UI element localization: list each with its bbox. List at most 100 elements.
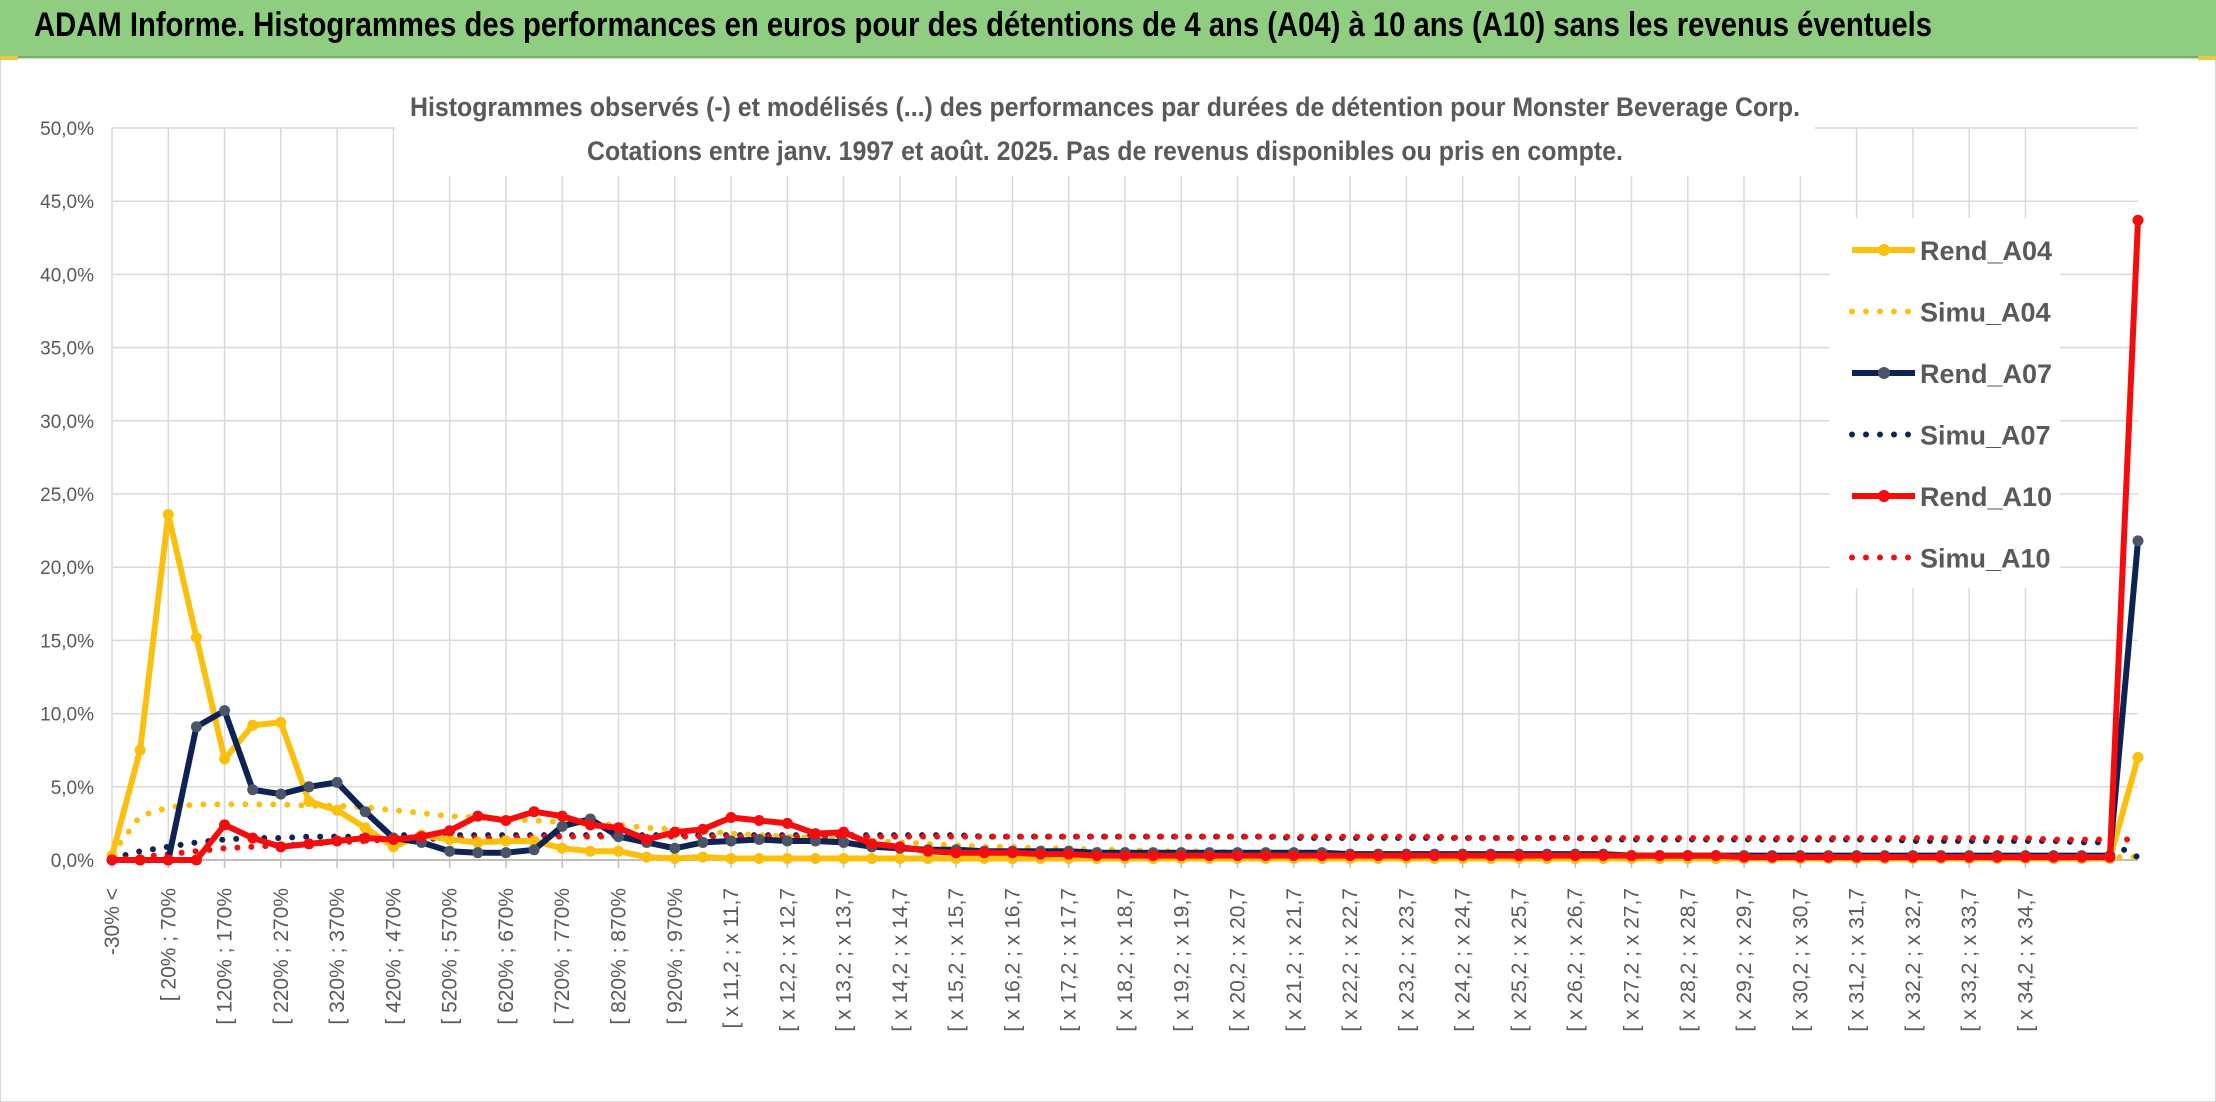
data-point-rend-a10 xyxy=(866,838,878,850)
data-point-rend-a10 xyxy=(641,834,653,846)
data-point-rend-a10 xyxy=(1626,850,1637,862)
data-point-rend-a10 xyxy=(1344,850,1356,862)
x-tick-label: [ x 20,2 ; x 20,7 xyxy=(1227,888,1250,1032)
data-point-rend-a10 xyxy=(1035,848,1047,860)
data-point-rend-a10 xyxy=(1485,850,1497,862)
x-tick-label: -30% < xyxy=(101,888,124,955)
legend-marker-rend-a10 xyxy=(1878,490,1890,502)
x-tick-label: [ 220% ; 270% xyxy=(270,888,293,1025)
data-point-rend-a04 xyxy=(444,834,456,846)
data-point-rend-a10 xyxy=(1457,850,1469,862)
x-tick-label: [ x 27,2 ; x 27,7 xyxy=(1621,888,1644,1032)
data-point-rend-a07 xyxy=(838,836,850,848)
data-point-rend-a04 xyxy=(641,851,653,863)
chart-subtitle: Cotations entre janv. 1997 et août. 2025… xyxy=(587,136,1623,166)
data-point-rend-a07 xyxy=(725,835,737,847)
data-point-rend-a04 xyxy=(303,795,315,807)
data-point-rend-a10 xyxy=(162,854,174,866)
y-tick-label: 35,0% xyxy=(40,339,94,360)
chart-title: Histogrammes observés (-) et modélisés (… xyxy=(410,92,1800,122)
x-tick-label: [ x 18,2 ; x 18,7 xyxy=(1114,888,1137,1032)
data-point-rend-a10 xyxy=(1316,850,1328,862)
data-point-rend-a10 xyxy=(838,826,850,838)
x-tick-label: [ x 22,2 ; x 22,7 xyxy=(1339,888,1362,1032)
data-point-rend-a10 xyxy=(1260,850,1272,862)
data-point-rend-a10 xyxy=(613,822,624,834)
data-point-rend-a07 xyxy=(669,842,681,854)
data-point-rend-a07 xyxy=(444,845,456,857)
data-point-rend-a10 xyxy=(1822,851,1834,863)
data-point-rend-a10 xyxy=(1063,848,1075,860)
data-point-rend-a04 xyxy=(134,744,146,756)
data-point-rend-a10 xyxy=(2076,851,2088,863)
x-tick-label: [ 320% ; 370% xyxy=(326,888,349,1025)
x-tick-label: [ x 19,2 ; x 19,7 xyxy=(1170,888,1193,1032)
data-point-rend-a10 xyxy=(275,841,287,853)
data-point-rend-a04 xyxy=(331,804,343,816)
data-point-rend-a07 xyxy=(303,781,315,793)
data-point-rend-a10 xyxy=(1429,850,1441,862)
data-point-rend-a04 xyxy=(613,845,624,857)
data-point-rend-a10 xyxy=(725,812,737,824)
data-point-rend-a10 xyxy=(416,831,428,843)
data-point-rend-a04 xyxy=(809,853,821,865)
data-point-rend-a10 xyxy=(669,826,681,838)
data-point-rend-a04 xyxy=(866,853,878,865)
x-tick-label: [ x 15,2 ; x 15,7 xyxy=(945,888,968,1032)
data-point-rend-a07 xyxy=(472,847,484,859)
data-point-rend-a04 xyxy=(584,845,596,857)
y-tick-label: 40,0% xyxy=(40,265,94,286)
data-point-rend-a10 xyxy=(1372,850,1384,862)
data-point-rend-a10 xyxy=(1963,851,1975,863)
legend-marker-rend-a07 xyxy=(1878,367,1890,379)
y-tick-label: 10,0% xyxy=(40,705,94,726)
x-tick-label: [ x 33,2 ; x 33,7 xyxy=(1958,888,1981,1032)
data-point-rend-a04 xyxy=(725,853,737,865)
data-point-rend-a10 xyxy=(2019,851,2031,863)
data-point-rend-a07 xyxy=(359,806,371,818)
y-tick-label: 5,0% xyxy=(51,778,94,799)
data-point-rend-a07 xyxy=(781,835,793,847)
x-tick-label: [ 420% ; 470% xyxy=(382,888,405,1025)
data-point-rend-a10 xyxy=(1682,850,1694,862)
x-tick-label: [ 520% ; 570% xyxy=(439,888,462,1025)
data-point-rend-a10 xyxy=(978,847,990,859)
y-tick-label: 30,0% xyxy=(40,412,94,433)
x-tick-label: [ x 29,2 ; x 29,7 xyxy=(1733,888,1756,1032)
data-point-rend-a10 xyxy=(1991,851,2003,863)
data-point-rend-a10 xyxy=(1907,851,1919,863)
data-point-rend-a04 xyxy=(472,836,484,848)
data-point-rend-a10 xyxy=(1006,847,1018,859)
data-point-rend-a10 xyxy=(1597,850,1609,862)
data-point-rend-a07 xyxy=(2132,535,2144,547)
x-tick-label: [ x 21,2 ; x 21,7 xyxy=(1283,888,1306,1032)
data-point-rend-a10 xyxy=(106,854,118,866)
data-point-rend-a10 xyxy=(1879,851,1891,863)
data-point-rend-a07 xyxy=(556,820,568,832)
data-point-rend-a10 xyxy=(809,828,821,840)
data-point-rend-a10 xyxy=(444,825,456,837)
data-point-rend-a10 xyxy=(556,810,568,822)
data-point-rend-a10 xyxy=(528,806,540,818)
data-point-rend-a10 xyxy=(1710,850,1722,862)
x-tick-label: [ x 11,2 ; x 11,7 xyxy=(720,888,743,1028)
data-point-rend-a10 xyxy=(1541,850,1553,862)
data-point-rend-a10 xyxy=(894,841,906,853)
x-tick-label: [ x 28,2 ; x 28,7 xyxy=(1677,888,1700,1032)
data-point-rend-a10 xyxy=(1147,850,1159,862)
data-point-rend-a04 xyxy=(275,716,287,728)
data-point-rend-a10 xyxy=(2048,851,2060,863)
legend-label-rend-a04: Rend_A04 xyxy=(1920,236,2052,266)
corner-mark-left xyxy=(0,56,18,60)
data-point-rend-a04 xyxy=(669,853,681,865)
data-point-rend-a07 xyxy=(190,721,202,733)
x-tick-label: [ 820% ; 870% xyxy=(608,888,631,1025)
data-point-rend-a10 xyxy=(331,835,343,847)
data-point-rend-a10 xyxy=(1203,850,1215,862)
data-point-rend-a07 xyxy=(500,847,512,859)
y-tick-label: 20,0% xyxy=(40,558,94,579)
data-point-rend-a04 xyxy=(190,631,202,643)
x-tick-label: [ x 16,2 ; x 16,7 xyxy=(1001,888,1024,1032)
data-point-rend-a04 xyxy=(247,719,259,731)
